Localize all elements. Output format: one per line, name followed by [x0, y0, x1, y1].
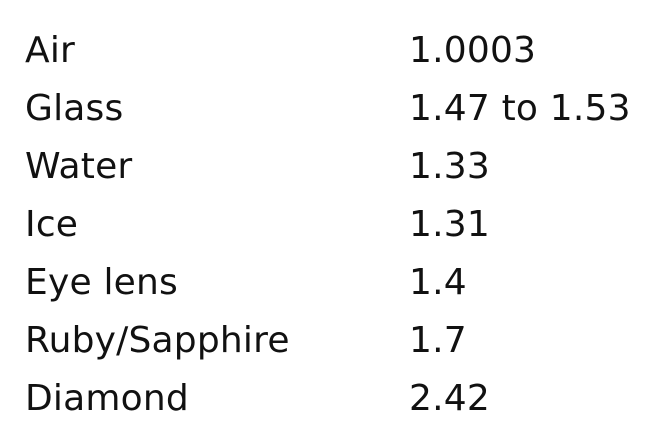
table-row: Water 1.33 [25, 138, 655, 196]
material-name: Eye lens [25, 262, 178, 303]
material-name: Ruby/Sapphire [25, 320, 290, 361]
table-row: Glass 1.47 to 1.53 [25, 80, 655, 138]
material-name: Diamond [25, 378, 189, 419]
material-name: Glass [25, 88, 124, 129]
table-row: Air 1.0003 [25, 22, 655, 80]
refractive-index-value: 1.31 [409, 204, 490, 245]
refractive-index-value: 2.42 [409, 378, 490, 419]
material-name: Ice [25, 204, 79, 245]
table-row: Eye lens 1.4 [25, 254, 655, 312]
refractive-index-value: 1.47 to 1.53 [409, 88, 631, 129]
refractive-index-value: 1.4 [409, 262, 467, 303]
refractive-index-value: 1.0003 [409, 30, 537, 71]
material-name: Air [25, 30, 76, 71]
refractive-index-table: Air 1.0003 Glass 1.47 to 1.53 Water 1.33… [25, 22, 655, 428]
table-row: Ice 1.31 [25, 196, 655, 254]
material-name: Water [25, 146, 133, 187]
table-row: Ruby/Sapphire 1.7 [25, 312, 655, 370]
refractive-index-value: 1.7 [409, 320, 467, 361]
table-row: Diamond 2.42 [25, 370, 655, 428]
refractive-index-value: 1.33 [409, 146, 490, 187]
